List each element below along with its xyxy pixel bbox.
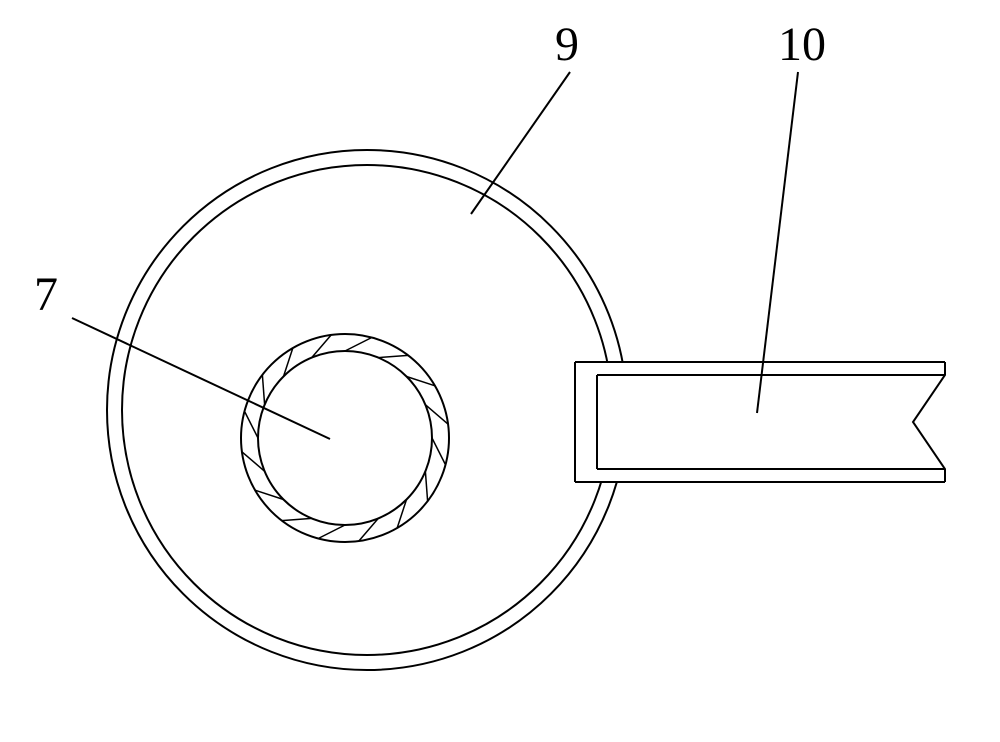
label_9-leader bbox=[471, 72, 570, 214]
label_9: 9 bbox=[555, 18, 579, 71]
bearing-inner bbox=[258, 351, 432, 525]
label_7: 7 bbox=[34, 268, 58, 321]
technical-diagram: 9 10 7 bbox=[0, 0, 1000, 742]
label_10: 10 bbox=[778, 18, 826, 71]
